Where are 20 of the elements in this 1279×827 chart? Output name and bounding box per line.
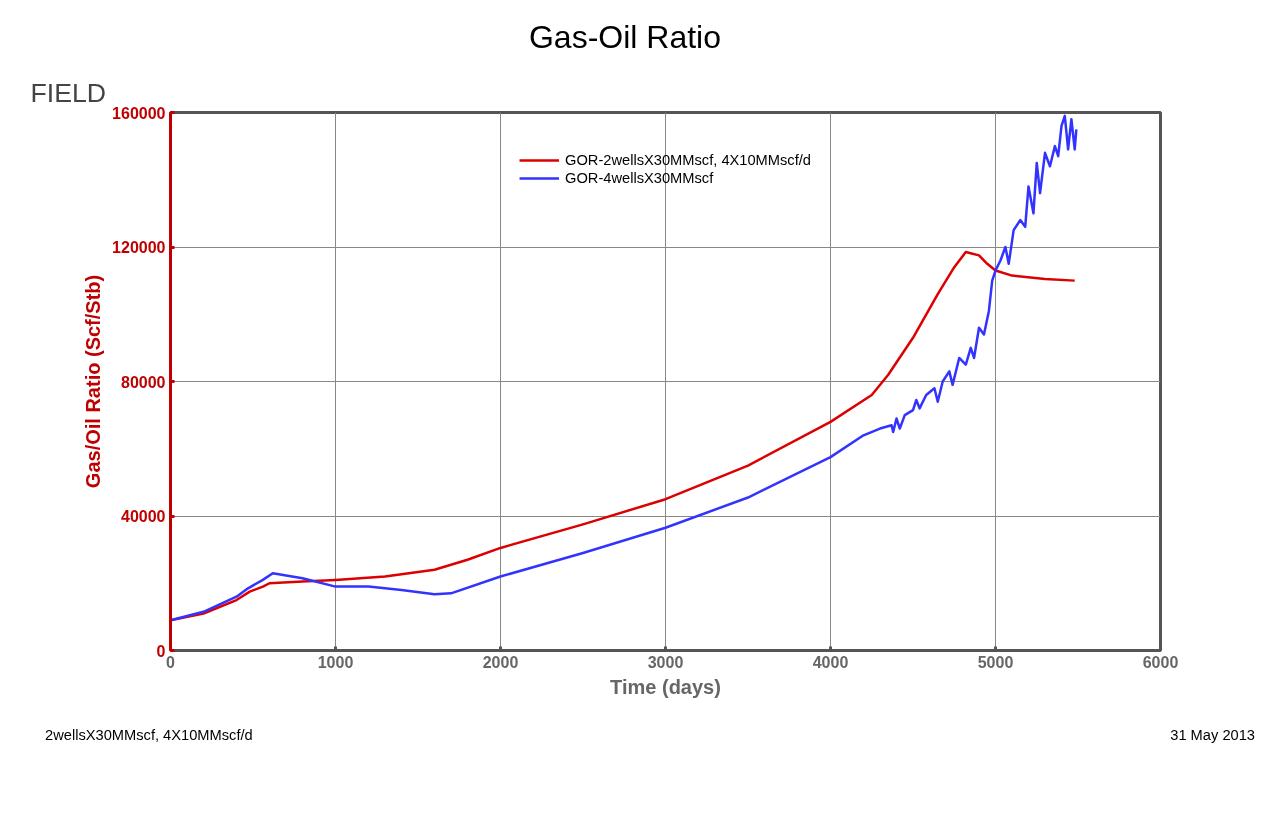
y-tick-label: 120000 <box>112 239 166 256</box>
x-tick-label: 5000 <box>977 653 1014 671</box>
chart-subtitle: FIELD <box>30 77 107 108</box>
chart-title: Gas-Oil Ratio <box>528 18 722 57</box>
x-tick-label: 4000 <box>812 653 849 671</box>
line-series <box>170 114 1078 622</box>
x-tick-label: 3000 <box>647 653 684 671</box>
y-tick-label: 160000 <box>112 104 166 122</box>
text: 2wellsX30MMscf, 4X10MMscf/d <box>45 726 253 745</box>
x-tick-label: 1000 <box>317 653 354 671</box>
y-tick-label: 40000 <box>121 508 166 525</box>
x-tick-label: 2000 <box>482 653 519 671</box>
legend-label: GOR-4wellsX30MMscf <box>565 170 714 186</box>
y-tick-label: 80000 <box>121 373 166 391</box>
y-axis-title: Gas/Oil Ratio (Scf/Stb) <box>82 274 105 489</box>
x-axis-title: Time (days) <box>610 675 721 698</box>
legend-label: GOR-2wellsX30MMscf, 4X10MMscf/d <box>565 152 811 168</box>
text: 31 May 2013 <box>1170 726 1255 745</box>
y-tick-label: 0 <box>156 642 166 660</box>
x-tick-label: 6000 <box>1142 653 1179 671</box>
